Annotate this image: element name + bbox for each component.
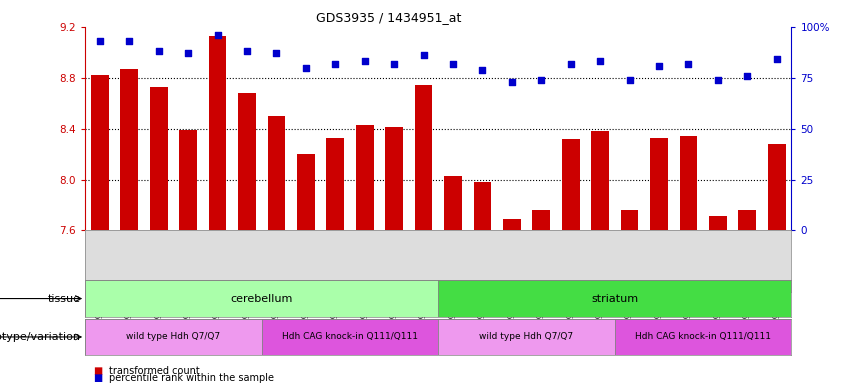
- Point: [417, 52, 431, 58]
- Bar: [620, 210, 638, 230]
- Point: [623, 77, 637, 83]
- Point: [123, 38, 136, 44]
- Bar: [591, 131, 609, 230]
- Bar: [438, 280, 791, 317]
- Point: [299, 65, 312, 71]
- Point: [93, 38, 106, 44]
- Bar: [680, 136, 697, 230]
- Point: [740, 73, 754, 79]
- Point: [240, 48, 254, 55]
- Text: genotype/variation: genotype/variation: [0, 332, 81, 342]
- Point: [564, 60, 578, 66]
- Point: [593, 58, 607, 65]
- Bar: [739, 210, 757, 230]
- Bar: [238, 93, 256, 230]
- Text: wild type Hdh Q7/Q7: wild type Hdh Q7/Q7: [479, 333, 574, 341]
- Point: [711, 77, 725, 83]
- Point: [682, 60, 695, 66]
- Point: [505, 79, 518, 85]
- Text: tissue: tissue: [48, 293, 81, 304]
- Point: [358, 58, 372, 65]
- Bar: [85, 319, 262, 355]
- Bar: [562, 139, 580, 230]
- Title: GDS3935 / 1434951_at: GDS3935 / 1434951_at: [316, 11, 461, 24]
- Text: transformed count: transformed count: [109, 366, 200, 376]
- Point: [211, 32, 225, 38]
- Bar: [438, 319, 614, 355]
- Text: percentile rank within the sample: percentile rank within the sample: [109, 373, 274, 383]
- Point: [270, 50, 283, 56]
- Text: cerebellum: cerebellum: [231, 293, 293, 304]
- Bar: [267, 116, 285, 230]
- Bar: [91, 75, 109, 230]
- Point: [387, 60, 401, 66]
- Bar: [180, 130, 197, 230]
- Point: [181, 50, 195, 56]
- Text: Hdh CAG knock-in Q111/Q111: Hdh CAG knock-in Q111/Q111: [282, 333, 418, 341]
- Bar: [262, 319, 438, 355]
- Bar: [327, 137, 344, 230]
- Bar: [85, 280, 438, 317]
- Bar: [150, 87, 168, 230]
- Point: [770, 56, 784, 63]
- Bar: [121, 69, 138, 230]
- Bar: [533, 210, 550, 230]
- Text: ■: ■: [94, 373, 103, 383]
- Point: [151, 48, 165, 55]
- Bar: [473, 182, 491, 230]
- Bar: [768, 144, 785, 230]
- Point: [534, 77, 548, 83]
- Bar: [709, 217, 727, 230]
- Bar: [503, 219, 521, 230]
- Text: Hdh CAG knock-in Q111/Q111: Hdh CAG knock-in Q111/Q111: [635, 333, 771, 341]
- Bar: [297, 154, 315, 230]
- Point: [446, 60, 460, 66]
- Text: wild type Hdh Q7/Q7: wild type Hdh Q7/Q7: [126, 333, 220, 341]
- Bar: [208, 36, 226, 230]
- Bar: [414, 85, 432, 230]
- Text: ■: ■: [94, 366, 103, 376]
- Bar: [614, 319, 791, 355]
- Bar: [444, 176, 462, 230]
- Bar: [650, 137, 668, 230]
- Point: [476, 66, 489, 73]
- Text: striatum: striatum: [591, 293, 638, 304]
- Point: [652, 63, 665, 69]
- Bar: [386, 127, 403, 230]
- Point: [328, 60, 342, 66]
- Bar: [356, 125, 374, 230]
